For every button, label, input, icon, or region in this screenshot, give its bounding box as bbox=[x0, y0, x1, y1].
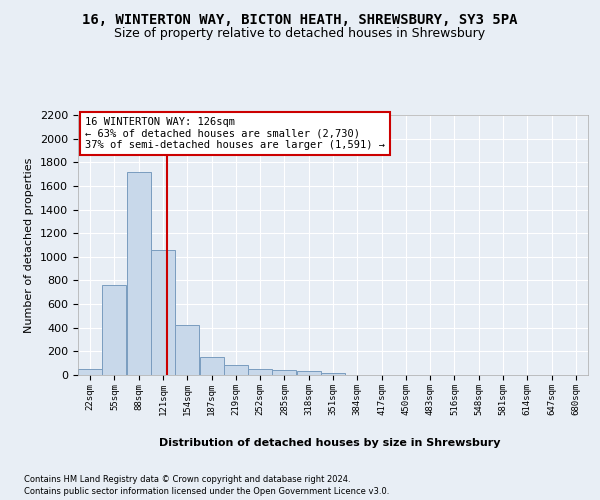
Text: 16 WINTERTON WAY: 126sqm
← 63% of detached houses are smaller (2,730)
37% of sem: 16 WINTERTON WAY: 126sqm ← 63% of detach… bbox=[85, 117, 385, 150]
Bar bbox=[272, 370, 296, 375]
Bar bbox=[321, 372, 345, 375]
Y-axis label: Number of detached properties: Number of detached properties bbox=[25, 158, 34, 332]
Bar bbox=[200, 358, 224, 375]
Bar bbox=[78, 368, 102, 375]
Bar bbox=[103, 285, 127, 375]
Bar bbox=[297, 372, 320, 375]
Bar bbox=[151, 250, 175, 375]
Bar bbox=[248, 369, 272, 375]
Bar bbox=[127, 172, 151, 375]
Bar bbox=[175, 326, 199, 375]
Text: Size of property relative to detached houses in Shrewsbury: Size of property relative to detached ho… bbox=[115, 28, 485, 40]
Bar bbox=[224, 365, 248, 375]
Text: Contains public sector information licensed under the Open Government Licence v3: Contains public sector information licen… bbox=[24, 486, 389, 496]
Text: Contains HM Land Registry data © Crown copyright and database right 2024.: Contains HM Land Registry data © Crown c… bbox=[24, 474, 350, 484]
Text: Distribution of detached houses by size in Shrewsbury: Distribution of detached houses by size … bbox=[159, 438, 501, 448]
Text: 16, WINTERTON WAY, BICTON HEATH, SHREWSBURY, SY3 5PA: 16, WINTERTON WAY, BICTON HEATH, SHREWSB… bbox=[82, 12, 518, 26]
